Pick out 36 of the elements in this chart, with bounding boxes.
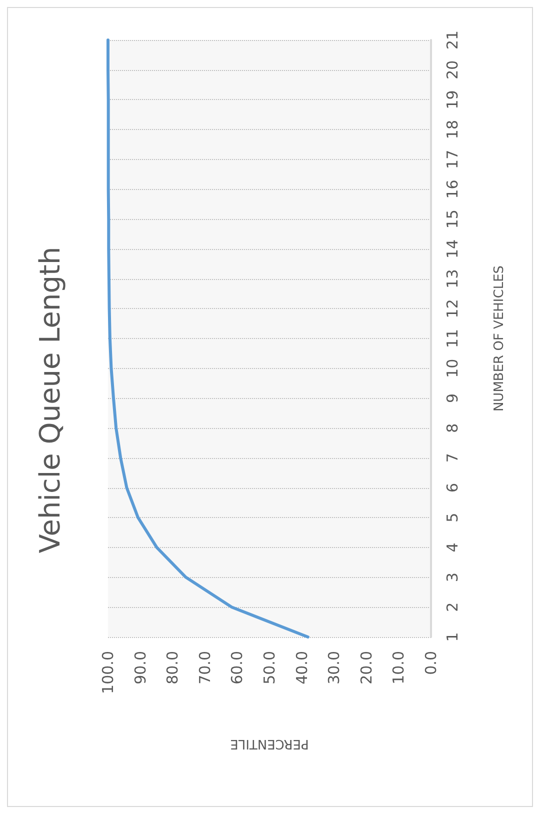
y-tick-label: 11 xyxy=(444,328,462,348)
y-tick-label: 4 xyxy=(444,542,462,552)
y-tick-label: 3 xyxy=(444,572,462,582)
y-tick-label: 1 xyxy=(444,632,462,642)
y-tick-label: 7 xyxy=(444,453,462,463)
text: Vehicle Queue Length xyxy=(34,246,66,554)
y-tick-label: 13 xyxy=(444,269,462,288)
x-tick-label: 60.0 xyxy=(228,651,246,684)
y-tick-label: 19 xyxy=(444,90,462,110)
y-tick-label: 5 xyxy=(444,512,462,522)
y-tick-label: 6 xyxy=(444,482,462,493)
y-tick-label: 10 xyxy=(444,358,462,378)
x-tick-label: 0.0 xyxy=(422,651,440,675)
y-tick-label: 9 xyxy=(444,393,462,403)
x-tick-label: 100.0 xyxy=(99,651,117,694)
y-tick-label: 2 xyxy=(444,602,462,612)
y-tick-label: 16 xyxy=(444,180,462,199)
x-tick-label: 40.0 xyxy=(292,651,311,684)
x-tick-label: 10.0 xyxy=(390,651,408,684)
y-axis-title: NUMBER OF VEHICLES xyxy=(492,265,507,412)
x-tick-label: 80.0 xyxy=(164,651,182,684)
y-tick-label: 15 xyxy=(444,210,462,229)
x-tick-label: 50.0 xyxy=(260,651,278,684)
y-tick-label: 12 xyxy=(444,299,462,318)
y-tick-label: 18 xyxy=(444,120,462,140)
y-tick-label: 8 xyxy=(444,423,462,433)
y-tick-label: 14 xyxy=(444,239,462,258)
y-tick-label: 20 xyxy=(444,60,462,80)
x-tick-label: 70.0 xyxy=(196,651,214,684)
line-series xyxy=(106,38,310,638)
y-tick-label: 17 xyxy=(444,150,462,169)
y-tick-label: 21 xyxy=(444,30,462,50)
x-tick-label: 30.0 xyxy=(325,651,344,684)
x-tick-label: 20.0 xyxy=(357,651,376,684)
x-axis-title: PERCENTILE xyxy=(230,736,309,751)
x-tick-label: 90.0 xyxy=(131,651,150,684)
